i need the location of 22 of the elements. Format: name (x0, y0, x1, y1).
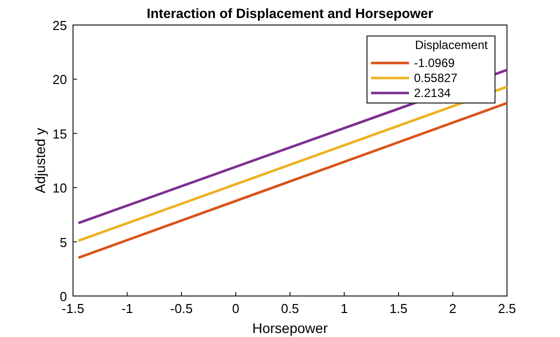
x-tick-label: -0.5 (170, 301, 193, 316)
x-tick-label: 2.5 (498, 301, 516, 316)
x-axis-title: Horsepower (252, 320, 328, 336)
legend-title: Displacement (415, 38, 488, 52)
legend-label: 0.55827 (414, 71, 458, 85)
x-tick-label: -1.5 (62, 301, 84, 316)
x-tick-label: -1 (121, 301, 134, 316)
x-tick-label: 1 (340, 301, 348, 316)
y-tick-label: 20 (52, 72, 67, 88)
y-tick-label: 0 (60, 289, 67, 304)
y-tick-label: 5 (60, 234, 67, 250)
legend-label: -1.0969 (414, 56, 456, 70)
x-tick-label: 0 (232, 301, 240, 316)
x-tick-label: 0.5 (280, 301, 300, 316)
x-tick-label: 1.5 (389, 301, 408, 316)
y-tick-label: 10 (52, 180, 67, 196)
y-axis-title: Adjusted y (32, 128, 48, 194)
chart-title: Interaction of Displacement and Horsepower (146, 6, 434, 21)
legend-label: 2.2134 (414, 86, 452, 100)
y-tick-label: 15 (52, 126, 67, 142)
y-tick-label: 25 (52, 18, 67, 33)
x-tick-label: 2 (449, 301, 456, 316)
